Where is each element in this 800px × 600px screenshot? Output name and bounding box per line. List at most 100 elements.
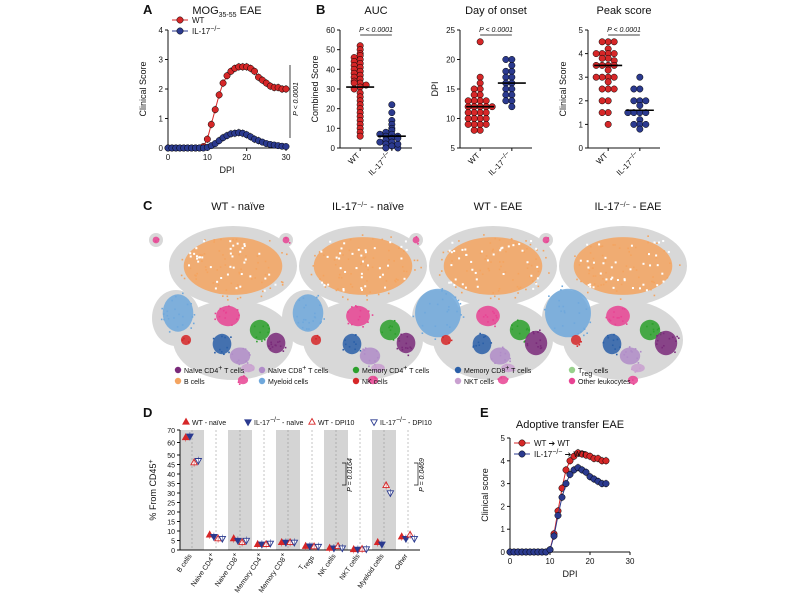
tsne-dot — [498, 287, 501, 290]
tsne-dot — [586, 291, 589, 294]
tsne-sparse — [405, 248, 408, 251]
legend-1-main: IL-17 — [192, 27, 211, 36]
tsne-dot — [350, 272, 352, 275]
tsne-dot — [362, 326, 364, 328]
tsne-dot — [296, 315, 298, 318]
tsne-dot — [372, 247, 375, 249]
tsne-dot — [666, 276, 669, 279]
tsne-dot — [597, 285, 599, 287]
tsne-dot — [359, 309, 362, 312]
y-tick-label: 3 — [159, 56, 164, 65]
legend-label-3-main: Memory CD8 — [464, 368, 505, 375]
tsne-dot — [487, 267, 490, 270]
category-label-4-main: Memory CD8 — [258, 556, 287, 594]
tsne-dot — [526, 267, 529, 270]
tsne-dot — [364, 256, 367, 258]
tsne-dot — [525, 328, 528, 331]
tsne-dot — [264, 273, 267, 276]
tsne-dot — [235, 238, 238, 241]
tsne-dot — [655, 343, 658, 345]
tsne-cluster-2 — [216, 305, 240, 327]
tsne-dot — [245, 360, 247, 362]
tsne-dot — [632, 266, 635, 269]
tsne-dot — [323, 254, 325, 257]
tsne-sparse — [662, 280, 665, 283]
tsne-dot — [212, 337, 215, 340]
tsne-dot — [625, 265, 628, 267]
tsne-dot — [656, 334, 658, 337]
y-tick-label: 15 — [167, 520, 175, 527]
tsne-sparse — [357, 248, 360, 251]
tsne-dot — [514, 242, 517, 245]
tsne-title-3: IL-17−/− - EAE — [595, 201, 662, 213]
panel-label-d: D — [143, 405, 152, 420]
category-label-1: IL-17−/− — [614, 150, 641, 177]
tsne-dot — [214, 312, 217, 315]
tsne-sparse — [389, 241, 392, 244]
tsne-dot — [268, 345, 270, 348]
tsne-dot — [639, 350, 642, 353]
tsne-dot — [625, 323, 628, 325]
tsne-dot — [361, 262, 363, 264]
tsne-sparse — [656, 264, 659, 267]
tsne-dot — [347, 298, 349, 301]
tsne-dot — [359, 349, 362, 352]
legend-label-9-main: Other leukocytes — [578, 379, 631, 386]
chart-title: AUC — [364, 5, 387, 17]
tsne-sparse — [235, 287, 238, 290]
legend-marker — [518, 439, 526, 447]
tsne-dot — [374, 360, 376, 362]
group-1-point — [636, 73, 644, 81]
tsne-dot — [248, 352, 250, 354]
tsne-dot — [448, 342, 450, 344]
tsne-dot — [380, 365, 382, 367]
tsne-dot — [602, 278, 604, 280]
tsne-dot — [412, 315, 415, 318]
tsne-sparse — [587, 284, 590, 287]
tsne-dot — [539, 345, 542, 347]
tsne-dot — [381, 238, 384, 241]
legend-0: WT ➔ WT — [534, 439, 570, 448]
legend-1: IL-17−/− ➔ WT — [534, 449, 586, 459]
tsne-title-3-sup: −/− — [620, 202, 630, 209]
tsne-dot — [655, 256, 658, 259]
tsne-dot — [494, 362, 496, 364]
series-line-0 — [510, 452, 606, 553]
chart-e-adoptive-transfer: 0 1 2 3 4 5 0 10 20 30 DPI Clinical score Adoptive t… — [480, 419, 635, 579]
group-0-point — [464, 120, 472, 128]
tsne-dot — [353, 341, 355, 343]
tsne-sparse — [589, 283, 592, 286]
legend-label-8-main: NKT cells — [464, 379, 494, 386]
y-tick-label: 25 — [446, 26, 455, 35]
tsne-dot — [230, 336, 232, 338]
tsne-dot — [255, 268, 258, 270]
tsne-dot — [494, 322, 496, 325]
tsne-dot — [651, 280, 654, 283]
tsne-dot — [490, 342, 493, 344]
tsne-dot — [302, 297, 305, 299]
tsne-dot — [514, 296, 517, 299]
tsne-dot — [447, 250, 450, 253]
tsne-dot — [478, 310, 480, 312]
tsne-dot — [558, 305, 560, 308]
tsne-cluster-0 — [443, 237, 543, 295]
tsne-dot — [347, 311, 349, 313]
tsne-dot — [516, 285, 519, 288]
tsne-dot — [613, 333, 615, 336]
legend-label-0-main: Naïve CD4 — [184, 368, 218, 375]
legend-marker — [176, 16, 184, 24]
tsne-sparse — [579, 259, 582, 262]
tsne-sparse — [450, 281, 453, 284]
y-tick-label: 2 — [579, 97, 584, 106]
tsne-dot — [533, 332, 535, 335]
tsne-dot — [261, 340, 263, 342]
tsne-sparse — [387, 264, 390, 267]
legend-label-7-main: NK cells — [362, 379, 388, 386]
group-0-point — [476, 91, 484, 99]
group-0-point — [598, 38, 606, 46]
tsne-dot — [393, 260, 395, 262]
tsne-dot — [372, 238, 374, 240]
y-axis-label: % From CD45+ — [148, 459, 158, 520]
tsne-dot — [634, 348, 637, 350]
